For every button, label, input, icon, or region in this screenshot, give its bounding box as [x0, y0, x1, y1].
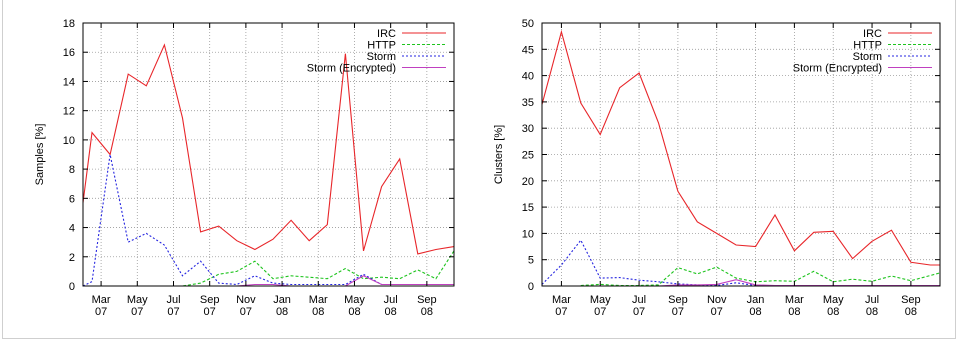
y-tick-label: 50 — [522, 18, 534, 30]
y-tick-label: 45 — [522, 44, 534, 56]
y-tick-label: 30 — [522, 123, 534, 135]
x-tick-label: 07 — [131, 306, 143, 318]
x-tick-label: Sep — [200, 294, 220, 306]
y-tick-label: 0 — [69, 281, 75, 293]
x-tick-label: May — [127, 294, 148, 306]
y-tick-label: 15 — [522, 202, 534, 214]
x-tick-label: 07 — [555, 306, 567, 318]
x-tick-label: 08 — [788, 306, 800, 318]
legend-label-storm-encrypted: Storm (Encrypted) — [307, 63, 396, 75]
y-tick-label: 4 — [69, 223, 75, 235]
y-tick-label: 6 — [69, 193, 75, 205]
legend-label-storm: Storm — [367, 51, 396, 63]
series-line-irc — [82, 43, 455, 255]
x-tick-label: Mar — [92, 294, 111, 306]
x-tick-label: Jul — [384, 294, 398, 306]
chart-samples: 024681012141618Mar07May07Jul07Sep07Nov07… — [34, 18, 455, 318]
x-tick-label: 07 — [240, 306, 252, 318]
x-tick-label: Jul — [166, 294, 180, 306]
x-tick-label: 08 — [421, 306, 433, 318]
x-tick-label: Sep — [668, 294, 688, 306]
x-tick-label: 08 — [312, 306, 324, 318]
series-line-http — [83, 250, 455, 287]
x-tick-label: Mar — [785, 294, 804, 306]
x-tick-label: 07 — [95, 306, 107, 318]
y-tick-label: 8 — [69, 164, 75, 176]
x-tick-label: May — [344, 294, 365, 306]
series-line-http — [580, 266, 941, 287]
x-tick-label: Nov — [236, 294, 256, 306]
y-tick-label: 2 — [69, 252, 75, 264]
x-tick-label: Jul — [865, 294, 879, 306]
x-tick-label: 08 — [385, 306, 397, 318]
y-tick-label: 18 — [63, 18, 75, 30]
y-axis-label: Samples [%] — [34, 124, 46, 186]
legend-label-irc: IRC — [863, 28, 882, 40]
y-tick-label: 35 — [522, 97, 534, 109]
x-tick-label: Jan — [273, 294, 291, 306]
x-tick-label: 08 — [749, 306, 761, 318]
y-tick-label: 14 — [63, 76, 75, 88]
legend-label-storm-encrypted: Storm (Encrypted) — [793, 63, 882, 75]
legend-label-http: HTTP — [853, 40, 882, 52]
x-tick-label: 07 — [167, 306, 179, 318]
legend-label-irc: IRC — [377, 28, 396, 40]
y-axis-label: Clusters [%] — [493, 125, 505, 184]
y-tick-label: 40 — [522, 71, 534, 83]
y-tick-label: 0 — [528, 281, 534, 293]
x-tick-label: Mar — [309, 294, 328, 306]
legend-label-http: HTTP — [367, 40, 396, 52]
x-tick-label: 07 — [672, 306, 684, 318]
x-tick-label: Jul — [632, 294, 646, 306]
x-tick-label: Sep — [417, 294, 437, 306]
x-tick-label: 08 — [866, 306, 878, 318]
y-tick-label: 16 — [63, 47, 75, 59]
x-tick-label: 08 — [905, 306, 917, 318]
x-tick-label: Jan — [747, 294, 765, 306]
series-line-irc — [541, 29, 940, 266]
y-tick-label: 5 — [528, 255, 534, 267]
x-tick-label: Nov — [707, 294, 727, 306]
y-tick-label: 25 — [522, 150, 534, 162]
x-tick-label: 08 — [348, 306, 360, 318]
plot-frame — [82, 22, 455, 287]
x-tick-label: 07 — [204, 306, 216, 318]
y-tick-label: 10 — [63, 135, 75, 147]
y-tick-label: 20 — [522, 176, 534, 188]
x-tick-label: 08 — [827, 306, 839, 318]
x-tick-label: 08 — [276, 306, 288, 318]
x-tick-label: 07 — [633, 306, 645, 318]
series-line-storm-encrypted — [658, 279, 940, 287]
x-tick-label: Mar — [552, 294, 571, 306]
x-tick-label: 07 — [711, 306, 723, 318]
legend-label-storm: Storm — [853, 51, 882, 63]
y-tick-label: 12 — [63, 106, 75, 118]
x-tick-label: Sep — [901, 294, 921, 306]
y-tick-label: 10 — [522, 228, 534, 240]
x-tick-label: 07 — [594, 306, 606, 318]
x-tick-label: May — [823, 294, 844, 306]
x-tick-label: May — [590, 294, 611, 306]
